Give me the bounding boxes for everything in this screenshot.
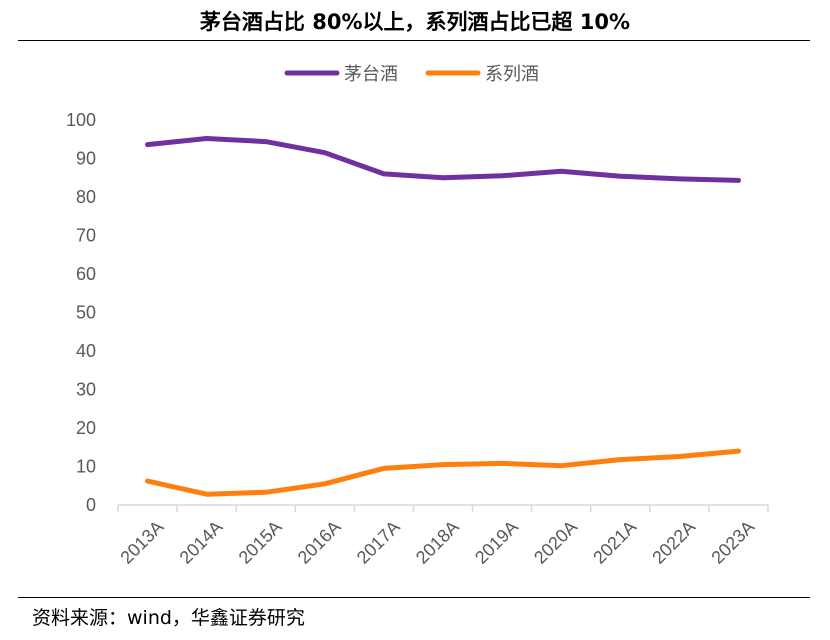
x-tick-label: 2016A: [294, 517, 345, 568]
series-line-0: [145, 136, 741, 183]
x-tick-label: 2023A: [707, 517, 758, 568]
x-tick-label: 2022A: [648, 517, 699, 568]
y-tick-label: 20: [76, 418, 96, 438]
y-tick-label: 100: [66, 110, 96, 130]
x-tick-label: 2020A: [530, 517, 581, 568]
x-tick-label: 2018A: [412, 517, 463, 568]
source-note: 资料来源：wind，华鑫证券研究: [32, 607, 305, 629]
y-tick-label: 70: [76, 226, 96, 246]
line-chart: 茅台酒 系列酒 0 10 20 30 40 50 60 70 80 90 100 2013A 2014A…: [66, 64, 769, 568]
top-rule: [18, 40, 810, 41]
y-tick-label: 30: [76, 380, 96, 400]
legend-label: 茅台酒: [344, 64, 398, 85]
y-tick-label: 90: [76, 149, 96, 169]
x-tick-label: 2017A: [353, 517, 404, 568]
x-tick-label: 2019A: [471, 517, 522, 568]
y-tick-label: 10: [76, 457, 96, 477]
x-tick-label: 2021A: [589, 517, 640, 568]
x-tick-label: 2015A: [235, 517, 286, 568]
bottom-rule: [18, 597, 810, 598]
plot-area: [145, 136, 741, 497]
x-axis: 2013A 2014A 2015A 2016A 2017A 2018A 2019A 2020A…: [116, 504, 769, 568]
legend-label: 系列酒: [485, 64, 539, 85]
y-tick-label: 40: [76, 341, 96, 361]
series-line-1: [145, 448, 741, 497]
y-tick-label: 0: [86, 495, 96, 515]
x-tick-label: 2013A: [116, 517, 167, 568]
y-tick-label: 50: [76, 303, 96, 323]
legend: 茅台酒 系列酒: [284, 64, 539, 85]
x-tick-label: 2014A: [176, 517, 227, 568]
y-axis: 0 10 20 30 40 50 60 70 80 90 100: [66, 110, 96, 515]
y-tick-label: 80: [76, 187, 96, 207]
chart-title: 茅台酒占比 80%以上，系列酒占比已超 10%: [199, 10, 631, 34]
y-tick-label: 60: [76, 264, 96, 284]
